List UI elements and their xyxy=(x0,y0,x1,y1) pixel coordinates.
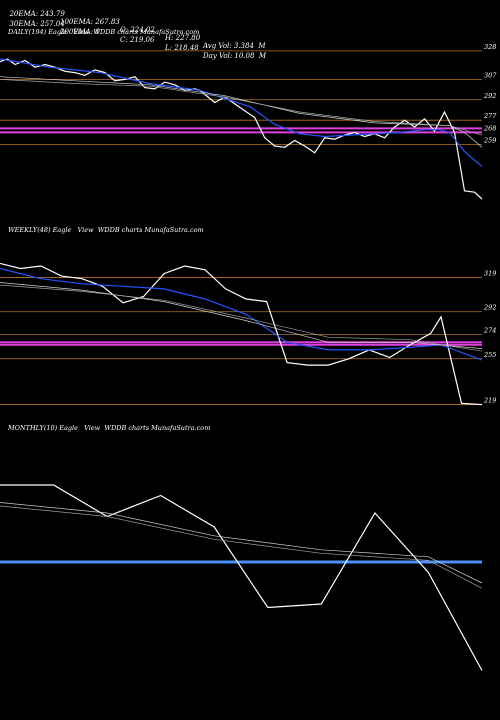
day-vol-value: Day Vol: 10.08 M xyxy=(203,52,267,60)
daily-price-line xyxy=(0,58,483,200)
daily-panel-title: DAILY(194) Eagle View WDDB charts Munafa… xyxy=(8,28,200,36)
weekly-panel-title: WEEKLY(48) Eagle View WDDB charts Munafa… xyxy=(8,226,204,234)
weekly-ema-fast-line xyxy=(0,267,483,361)
daily-level-label: 268 xyxy=(483,124,496,132)
low-value: L: 218.48 xyxy=(165,44,199,52)
header-row-2: 30EMA: 257.04 200EMA: 0 C: 219.06 L: 218… xyxy=(5,12,266,60)
weekly-level-label: 255 xyxy=(483,351,496,359)
weekly-price-line xyxy=(0,262,483,406)
daily-level-label: 277 xyxy=(483,112,497,120)
weekly-ema-slow-line xyxy=(0,282,483,349)
weekly-level-label: 292 xyxy=(483,304,496,312)
daily-ema-fast-line xyxy=(0,58,483,167)
weekly-level-label: 219 xyxy=(483,397,496,405)
monthly-price-line xyxy=(0,484,483,671)
ema200-value: 200EMA: 0 xyxy=(60,28,100,36)
daily-level-label: 292 xyxy=(483,92,496,100)
close-value: C: 219.06 xyxy=(120,36,155,44)
monthly-ema-slow-line xyxy=(0,502,483,584)
daily-level-label: 259 xyxy=(483,137,496,145)
daily-level-label: 307 xyxy=(484,71,497,79)
weekly-ema-slow2-line xyxy=(0,284,483,352)
monthly-panel-title: MONTHLY(10) Eagle View WDDB charts Munaf… xyxy=(8,424,211,432)
header-row-1: 20EMA: 243.79 100EMA: 267.83 O: 224.02 H… xyxy=(5,2,265,50)
daily-level-label: 328 xyxy=(484,43,496,51)
ema20-value: 20EMA: 243.79 xyxy=(9,10,65,18)
high-value: H: 227.80 xyxy=(165,34,201,42)
weekly-level-label: 274 xyxy=(483,327,496,335)
monthly-ema-slow2-line xyxy=(0,505,483,589)
weekly-level-label: 319 xyxy=(484,269,496,277)
daily-ema-slow2-line xyxy=(0,79,483,136)
open-value: O: 224.02 xyxy=(120,26,155,34)
avg-vol-value: Avg Vol: 3.384 M xyxy=(203,42,266,50)
daily-ema-slow-line xyxy=(0,76,483,148)
ema30-value: 30EMA: 257.04 xyxy=(9,20,65,28)
ema100-value: 100EMA: 267.83 xyxy=(60,18,120,26)
